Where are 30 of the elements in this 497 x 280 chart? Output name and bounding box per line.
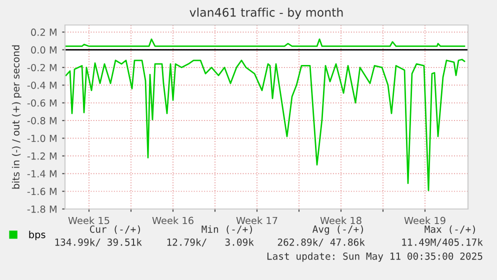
chart-title: vlan461 traffic - by month: [190, 8, 343, 20]
y-tick-label: -0.2 M: [27, 64, 56, 72]
x-tick-label: Week 19: [404, 216, 446, 224]
text: 262.89k/ 47.86k: [278, 238, 365, 247]
y-tick-label: 0.2 M: [31, 28, 56, 36]
x-tick-label: Week 17: [236, 216, 278, 224]
x-tick-label: Week 16: [152, 216, 194, 224]
text: Last update: Sun May 11 00:35:00 2025: [267, 252, 482, 262]
y-tick-label: -1.8 M: [27, 205, 56, 213]
y-axis-title: bits in (-) / out (+) per second: [12, 45, 22, 189]
text: Cur (-/+): [90, 225, 140, 234]
text: 11.49M/405.17k: [402, 238, 483, 247]
text: Max (-/+): [424, 225, 475, 234]
y-tick-label: -1.6 M: [27, 188, 56, 196]
y-tick-label: -1.2 M: [27, 152, 56, 160]
legend-label: bps: [29, 230, 46, 240]
text: Min (-/+): [202, 225, 252, 234]
y-tick-label: -0.8 M: [27, 117, 56, 124]
y-tick-label: 0.0 M: [31, 46, 56, 54]
y-tick-label: -0.6 M: [27, 99, 56, 107]
text: 12.79k/ 3.09k: [167, 238, 254, 247]
y-tick-label: -0.4 M: [27, 82, 56, 89]
y-tick-label: -1.0 M: [27, 134, 56, 142]
y-tick-label: -1.4 M: [27, 170, 56, 178]
x-tick-label: Week 15: [68, 216, 110, 224]
x-tick-label: Week 18: [320, 216, 362, 224]
line-series: [65, 58, 466, 192]
line-series: [65, 38, 466, 47]
text: 134.99k/ 39.51k: [55, 238, 142, 247]
text: Avg (-/+): [312, 225, 363, 235]
